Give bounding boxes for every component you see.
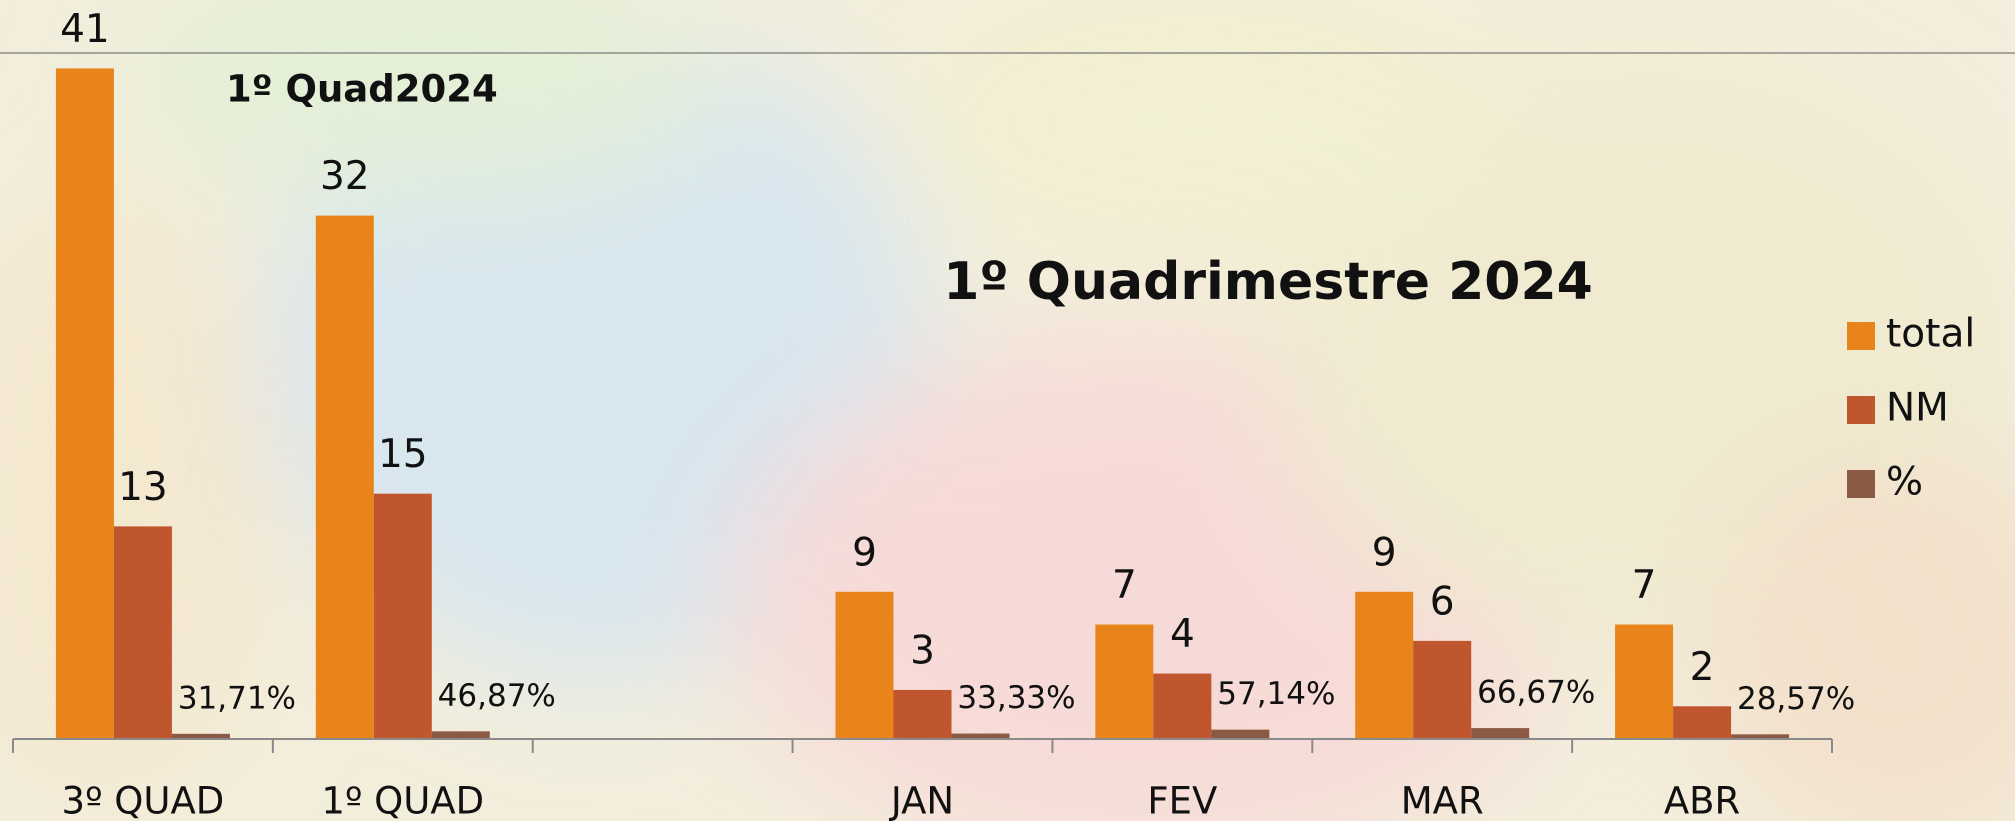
- bar: [893, 689, 952, 739]
- data-label: 33,33%: [957, 680, 1075, 716]
- data-label: 3: [910, 628, 935, 673]
- data-label: 15: [378, 432, 428, 477]
- chart-title: 1º Quadrimestre 2024: [943, 252, 1593, 312]
- legend-swatch: [1847, 322, 1875, 350]
- bar: [431, 731, 490, 739]
- data-label: 9: [852, 530, 877, 575]
- bar: [1615, 624, 1674, 739]
- data-label: 31,71%: [178, 680, 296, 716]
- chart-subtitle: 1º Quad2024: [226, 68, 498, 111]
- data-label: 32: [320, 154, 370, 199]
- data-label: 7: [1632, 563, 1657, 608]
- x-tick-label: MAR: [1401, 780, 1484, 821]
- legend-label: total: [1886, 312, 1975, 357]
- bar: [171, 733, 230, 739]
- x-tick-label: JAN: [889, 780, 954, 821]
- bar: [951, 733, 1010, 739]
- data-label: 2: [1690, 645, 1715, 690]
- bar: [1211, 729, 1270, 739]
- bar: [1153, 673, 1212, 739]
- x-tick-label: 1º QUAD: [321, 780, 484, 821]
- data-label: 7: [1112, 563, 1137, 608]
- legend-label: NM: [1886, 386, 1949, 431]
- data-label: 57,14%: [1217, 676, 1335, 712]
- bar: [1471, 728, 1530, 739]
- bar: [1673, 706, 1732, 739]
- data-label: 6: [1430, 579, 1455, 624]
- bar: [1355, 591, 1414, 739]
- bar: [113, 526, 172, 739]
- data-label: 46,87%: [438, 678, 556, 714]
- data-label: 28,57%: [1737, 681, 1855, 717]
- bar: [835, 591, 894, 739]
- legend-label: %: [1886, 460, 1923, 505]
- bar: [315, 215, 374, 740]
- x-tick-label: ABR: [1664, 780, 1740, 821]
- x-tick-label: 3º QUAD: [62, 780, 225, 821]
- data-label: 9: [1372, 530, 1397, 575]
- bar: [55, 68, 114, 739]
- legend-swatch: [1847, 396, 1875, 424]
- data-label: 41: [60, 7, 110, 52]
- bar: [1731, 734, 1790, 739]
- legend-swatch: [1847, 470, 1875, 498]
- bar: [373, 493, 432, 739]
- data-label: 13: [118, 465, 168, 510]
- data-label: 4: [1170, 612, 1195, 657]
- bar: [1413, 640, 1472, 739]
- bar: [1095, 624, 1154, 739]
- x-tick-label: FEV: [1147, 780, 1217, 821]
- data-label: 66,67%: [1477, 675, 1595, 711]
